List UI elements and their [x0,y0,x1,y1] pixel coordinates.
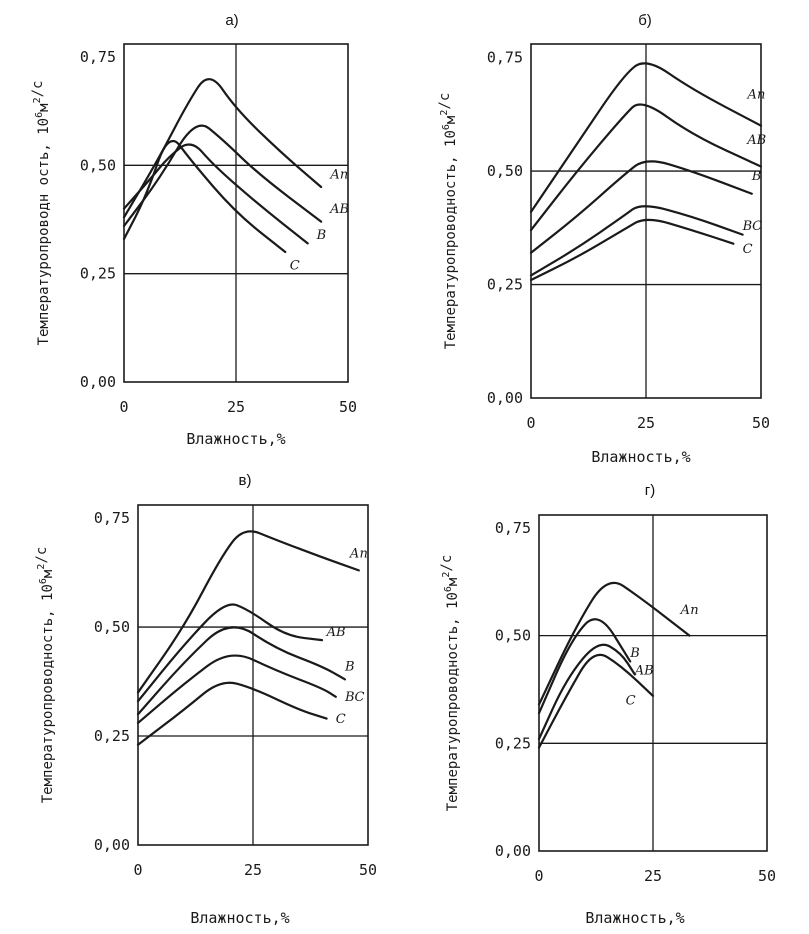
chart-title: а) [225,12,238,29]
series-line-vs [529,205,744,277]
chart-panel-b: б) 0,00 0,25 0,50 0,75 0 25 50 Влажность,% Темпер… [405,0,809,470]
series-label-v: В [316,228,327,243]
y-tick-label: 0,00 [94,836,130,854]
y-tick-label: 0,50 [487,162,523,180]
y-tick-label: 0,00 [80,373,116,391]
y-axis-label: Температуропроводность, 106м2/с [34,547,56,804]
x-tick-label: 50 [758,867,776,885]
x-axis-label: Влажность,% [591,448,690,466]
series-label-ap: Ап [746,87,765,102]
series-line-ab [136,603,324,703]
series-label-ab: AB [329,202,349,217]
series-label-ab: AB [634,663,654,678]
y-tick-label: 0,75 [495,519,531,537]
series-line-v [136,626,347,716]
series-label-v: В [344,660,355,675]
series-label-ab: AB [326,625,346,640]
series-line-s [537,653,655,749]
x-tick-label: 50 [752,414,770,432]
chart-panel-a: а) 0,00 0,25 0,50 0,75 0 25 50 Влажность,% Темпер… [0,0,400,448]
chart-svg: в) 0,00 0,25 0,50 0,75 0 25 50 Влажность,% Темпер… [34,472,377,927]
series-line-ab [529,103,763,232]
chart-panel-c: в) 0,00 0,25 0,50 0,75 0 25 50 Влажность,% Темпер… [0,465,400,934]
x-tick-label: 0 [133,861,142,879]
chart-title: в) [239,472,252,489]
x-tick-label: 50 [359,861,377,879]
y-tick-label: 0,50 [94,618,130,636]
series-line-vs [136,654,337,725]
y-tick-label: 0,75 [80,48,116,66]
x-tick-label: 25 [637,414,655,432]
chart-title: б) [638,12,652,29]
y-axis-label: Температуропроводность, 106м2/с [437,93,459,350]
series-line-ap [537,581,691,706]
x-axis-label: Влажность,% [585,909,684,927]
series-label-ab: AB [746,133,766,148]
chart-svg: а) 0,00 0,25 0,50 0,75 0 25 50 Влажность,% Темпер… [30,12,357,448]
x-tick-label: 0 [526,414,535,432]
chart-title: г) [645,482,655,499]
series-line-s [529,218,735,282]
x-tick-label: 0 [534,867,543,885]
chart-panel-d: г) 0,00 0,25 0,50 0,75 0 25 50 Влажность,% Темпер… [405,475,809,934]
chart-svg: г) 0,00 0,25 0,50 0,75 0 25 50 Влажность,% Темпер… [439,482,776,927]
x-axis-label: Влажность,% [190,909,289,927]
y-tick-label: 0,25 [80,265,116,283]
series-line-ap [529,62,763,214]
y-axis-label: Температуропроводность, 106м2/с [439,555,461,812]
y-tick-label: 0,25 [495,734,531,752]
series-line-s [136,681,328,746]
series-label-ap: Ап [329,167,348,182]
y-tick-label: 0,75 [94,509,130,527]
series-label-s: С [626,694,636,709]
series-line-ab [537,643,636,741]
x-tick-label: 0 [119,398,128,416]
y-tick-label: 0,25 [487,276,523,294]
series-line-ap [122,78,323,219]
x-tick-label: 50 [339,398,357,416]
series-line-v [122,143,309,245]
series-line-s [122,140,287,254]
series-label-s: С [290,258,300,273]
series-label-ap: Ап [679,603,698,618]
series-label-vs: ВС [742,219,763,234]
series-label-s: С [336,712,346,727]
x-tick-label: 25 [227,398,245,416]
series-label-ap: Ап [349,546,368,561]
y-tick-label: 0,50 [80,156,116,174]
y-tick-label: 0,25 [94,727,130,745]
y-tick-label: 0,00 [495,842,531,860]
x-tick-label: 25 [644,867,662,885]
series-line-v [529,160,753,254]
x-tick-label: 25 [244,861,262,879]
y-tick-label: 0,50 [495,627,531,645]
y-tick-label: 0,75 [487,49,523,67]
series-label-s: С [743,242,753,257]
chart-svg: б) 0,00 0,25 0,50 0,75 0 25 50 Влажность,% Темпер… [437,12,770,466]
y-tick-label: 0,00 [487,389,523,407]
y-axis-label: Температуропроводн ость, 106м2/с [30,81,52,346]
series-line-v [537,618,632,715]
series-label-v: В [751,169,762,184]
series-line-ap [136,530,360,694]
series-label-v: В [629,646,640,661]
x-axis-label: Влажность,% [186,430,285,448]
series-label-vs: ВС [344,690,365,705]
